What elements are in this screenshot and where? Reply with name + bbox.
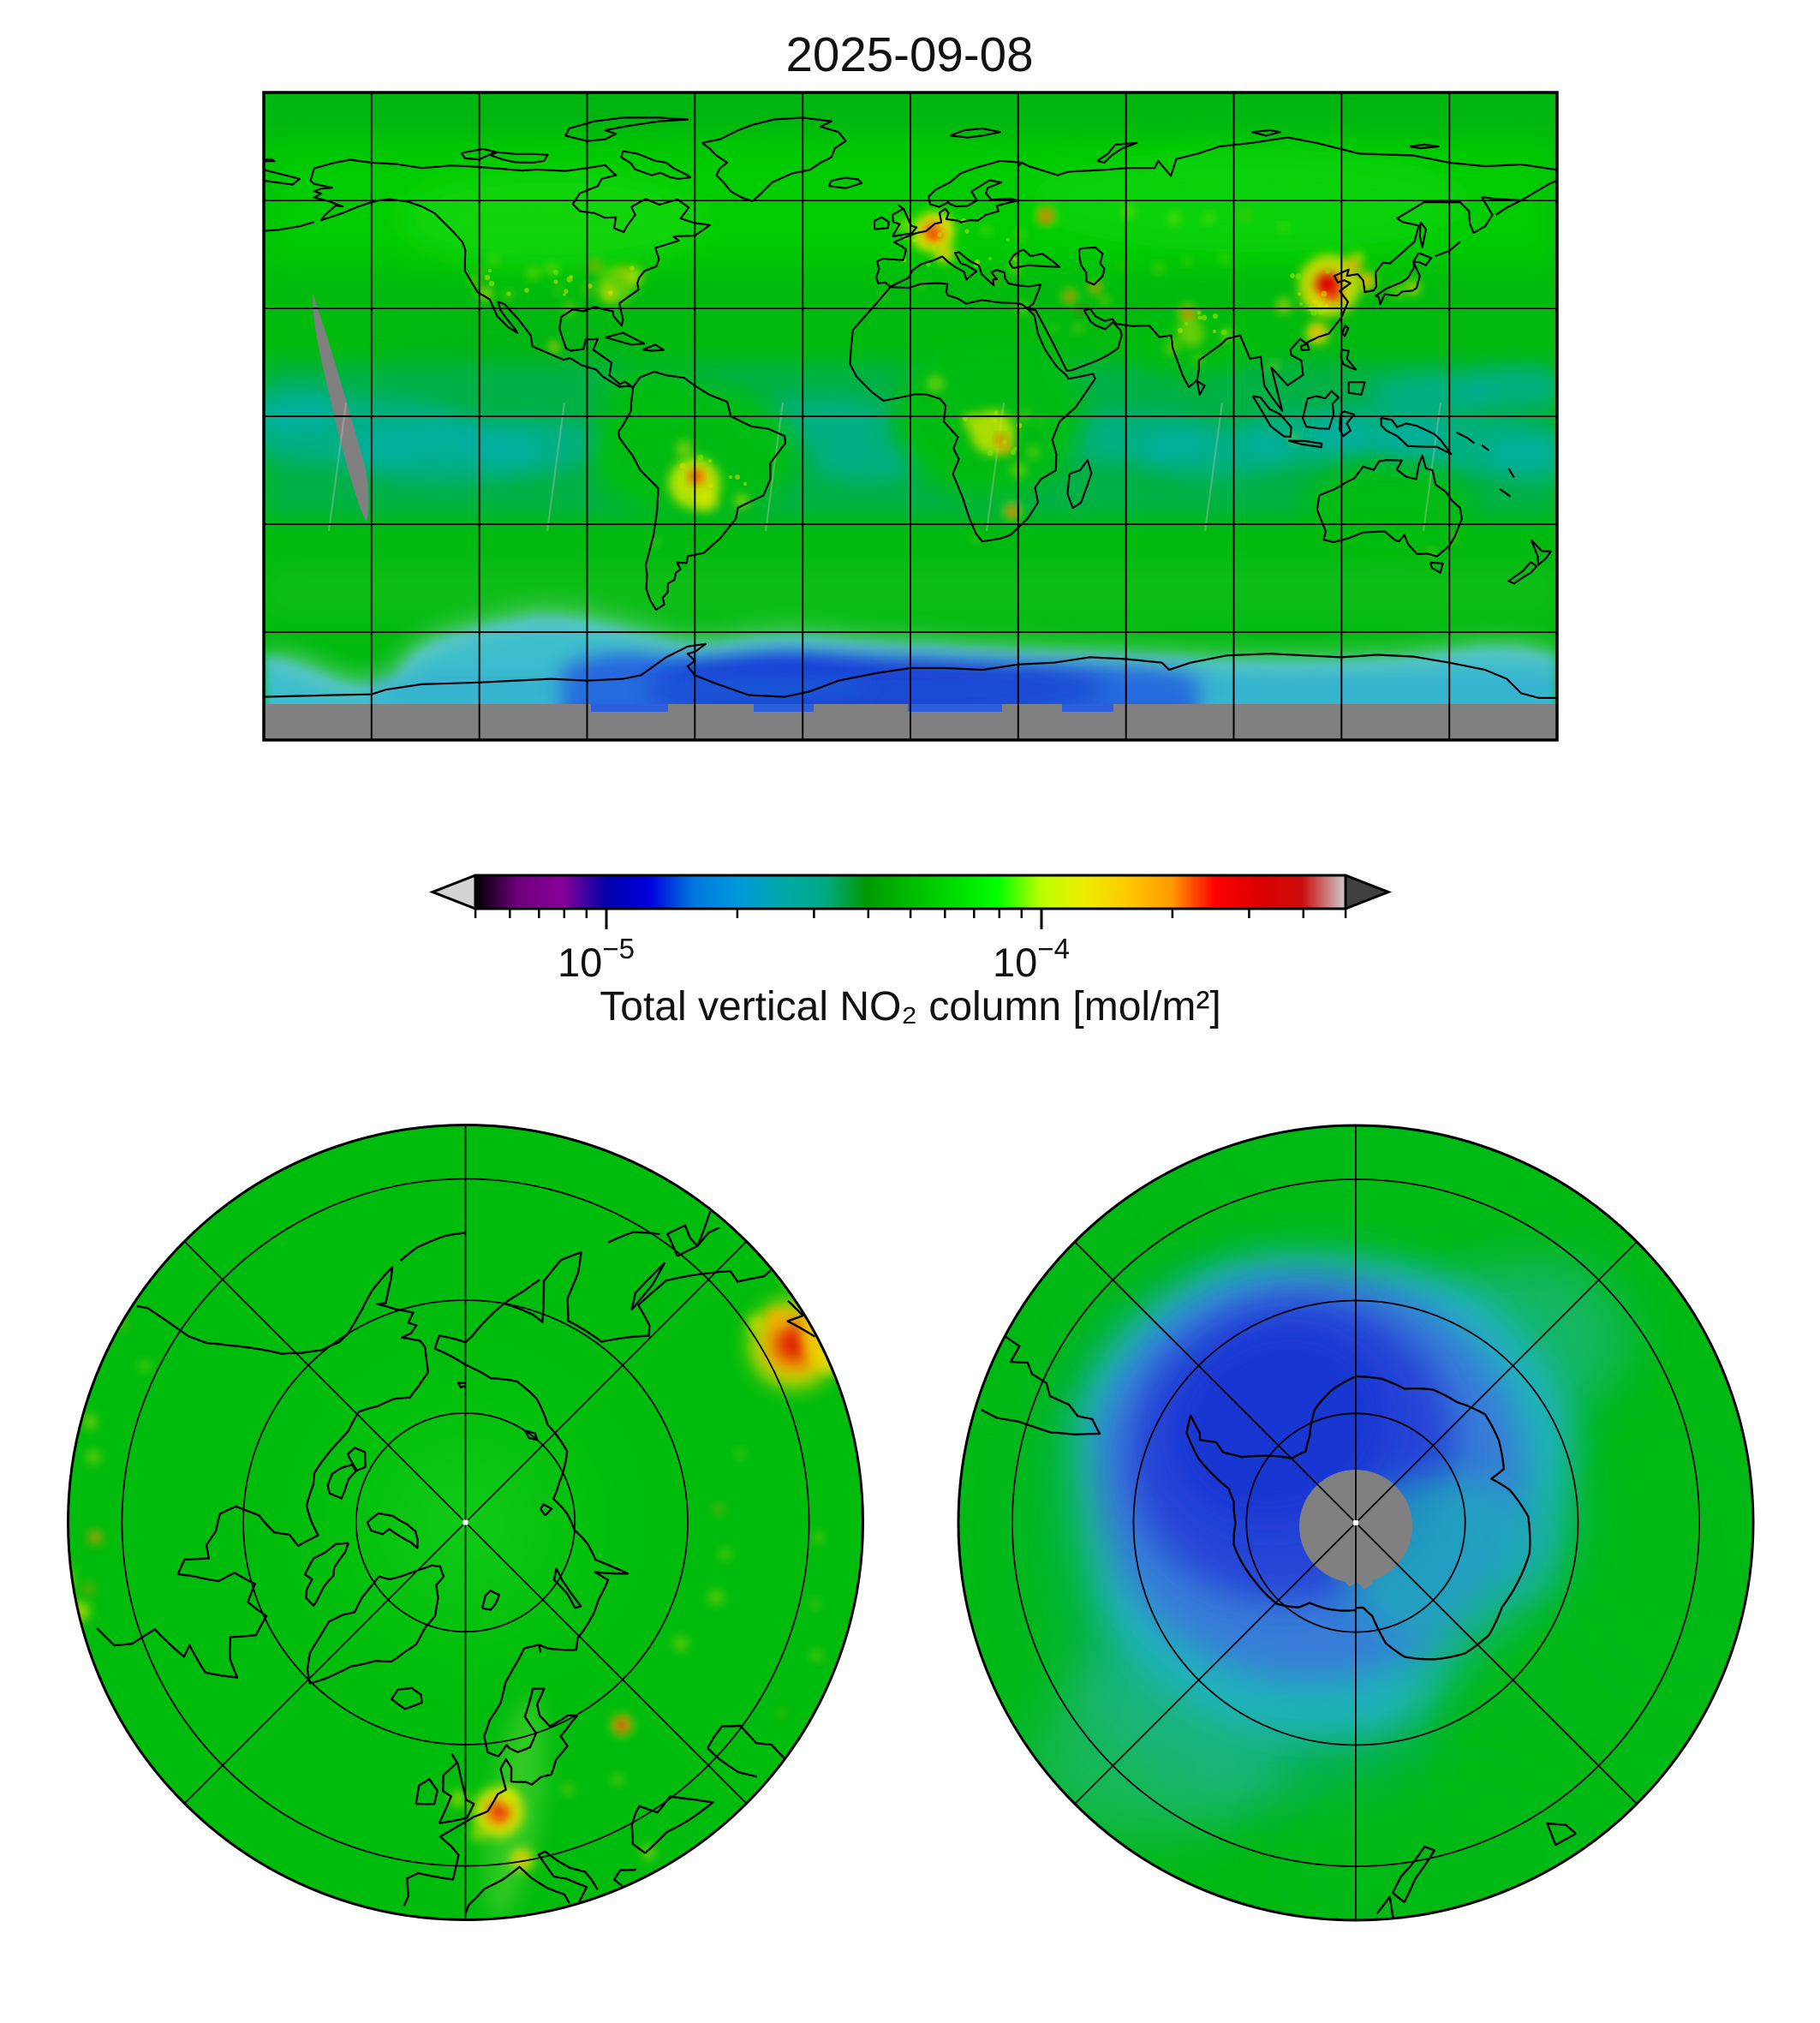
svg-text:10−4: 10−4 xyxy=(993,933,1070,985)
svg-text:Total vertical NO₂ column [mol: Total vertical NO₂ column [mol/m²] xyxy=(600,984,1220,1029)
svg-text:2025-09-08: 2025-09-08 xyxy=(785,27,1033,81)
svg-text:10−5: 10−5 xyxy=(558,933,635,985)
